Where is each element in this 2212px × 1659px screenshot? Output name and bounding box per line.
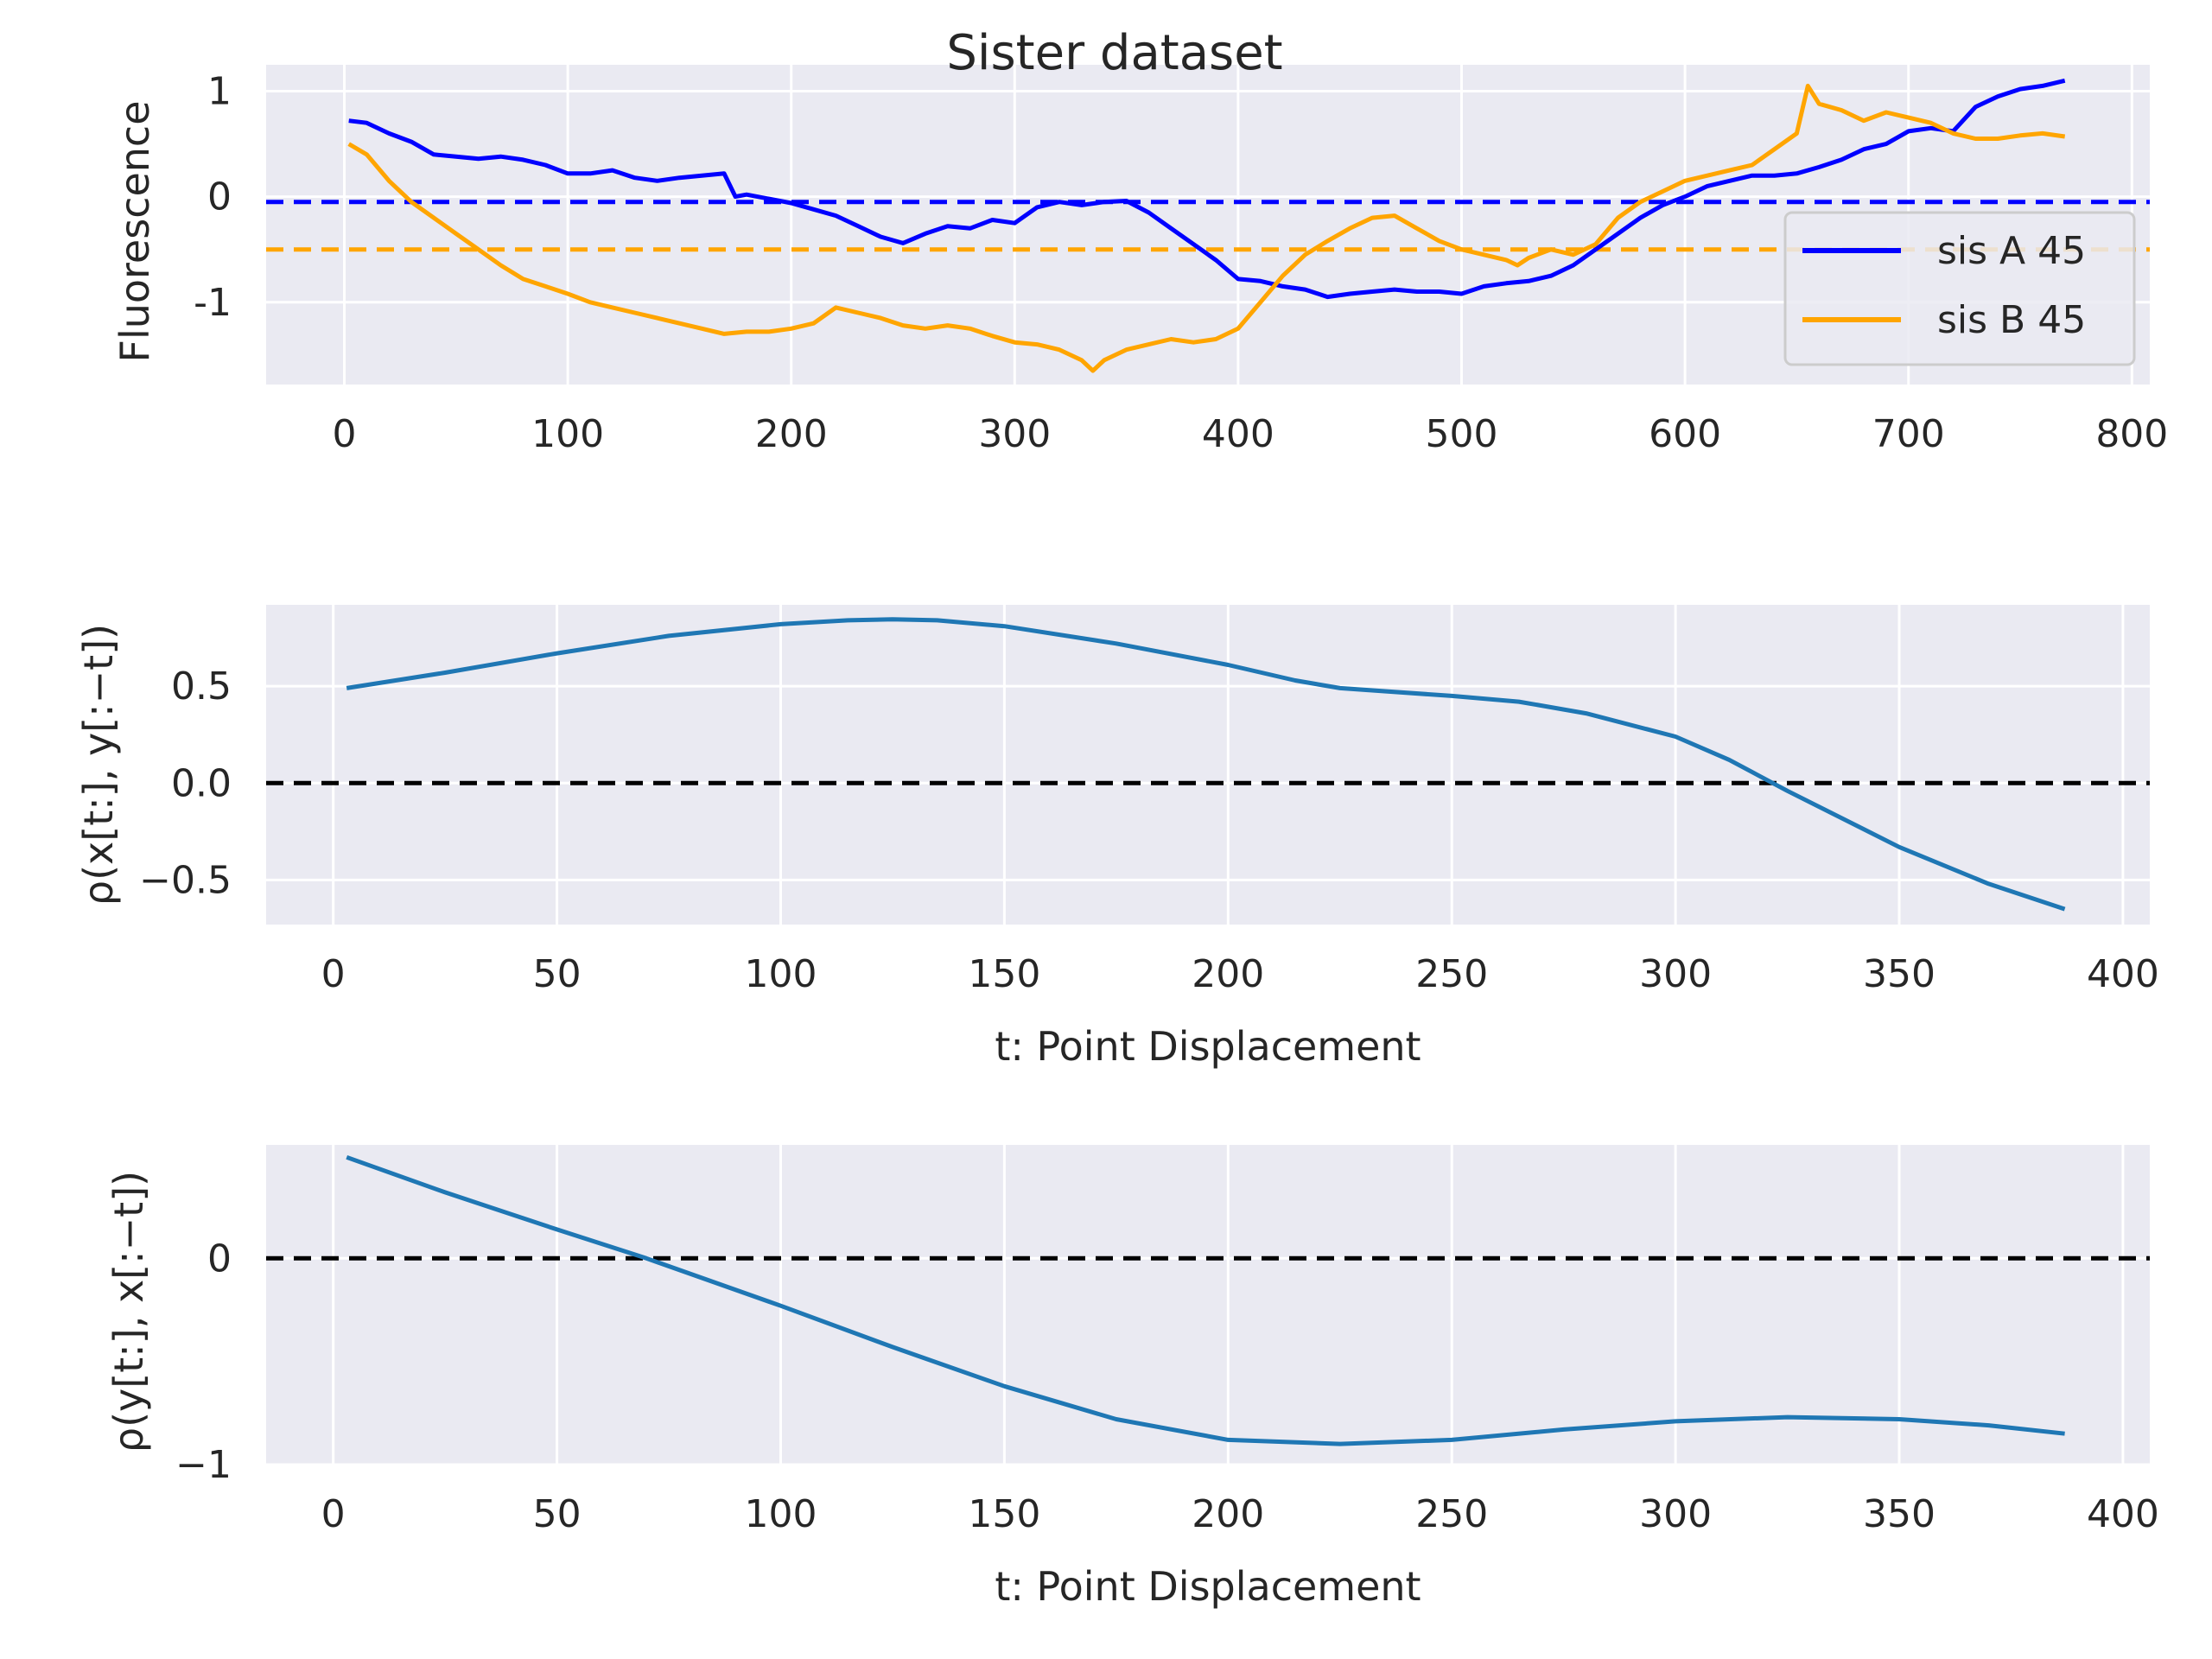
fluorescence-y-axis-label: Fluorescence [111, 100, 158, 362]
x-tick-label: 0 [321, 952, 346, 996]
x-tick-label: 100 [531, 412, 604, 456]
yx-x-axis-label: t: Point Displacement [995, 1563, 1421, 1610]
x-tick-label: 250 [1415, 952, 1488, 996]
x-tick-label: 50 [533, 952, 582, 996]
x-tick-label: 400 [2087, 952, 2159, 996]
x-tick-label: 300 [978, 412, 1051, 456]
y-tick-label: −1 [175, 1443, 232, 1487]
series-line [346, 1154, 2065, 1446]
x-tick-label: 300 [1639, 1492, 1712, 1536]
y-tick-label: -1 [194, 281, 232, 325]
x-tick-label: 150 [968, 1492, 1040, 1536]
x-tick-label: 350 [1863, 1492, 1936, 1536]
x-tick-label: 0 [321, 1492, 346, 1536]
legend: sis A 45 sis B 45 [1783, 211, 2136, 366]
y-tick-label: 1 [207, 70, 232, 114]
x-tick-label: 100 [744, 1492, 817, 1536]
x-tick-label: 200 [1192, 1492, 1264, 1536]
x-tick-label: 300 [1639, 952, 1712, 996]
x-tick-label: 400 [1202, 412, 1274, 456]
x-tick-label: 100 [744, 952, 817, 996]
x-tick-label: 600 [1649, 412, 1721, 456]
yx-ticks: 0 50 100 150 200 250 300 350 400 0 −1 [175, 1236, 2159, 1536]
xy-ticks: 0 50 100 150 200 250 300 350 400 0.5 0.0 −0.5 [139, 664, 2159, 996]
series-line [346, 617, 2066, 912]
y-tick-label: 0.5 [171, 664, 232, 709]
x-tick-label: 400 [2087, 1492, 2159, 1536]
cross-correlation-xy-panel: 0 50 100 150 200 250 300 350 400 0.5 0.0 −0.5 t: Po… [75, 605, 2159, 1070]
y-tick-label: 0.0 [171, 761, 232, 805]
x-tick-label: 500 [1426, 412, 1498, 456]
chart-title: Sister dataset [946, 25, 1282, 81]
cross-correlation-yx-panel: 0 50 100 150 200 250 300 350 400 0 −1 t: Point Dis… [105, 1145, 2159, 1610]
x-tick-label: 50 [533, 1492, 582, 1536]
x-tick-label: 350 [1863, 952, 1936, 996]
fluorescence-panel: 0 100 200 300 400 500 600 700 800 1 0 -1 Sister dat… [111, 25, 2168, 456]
y-tick-label: 0 [207, 175, 232, 219]
xy-series [266, 617, 2150, 912]
y-tick-label: 0 [207, 1236, 232, 1281]
x-tick-label: 150 [968, 952, 1040, 996]
x-tick-label: 200 [1192, 952, 1264, 996]
x-tick-label: 0 [333, 412, 357, 456]
x-tick-label: 700 [1872, 412, 1945, 456]
xy-plot-area [266, 605, 2150, 925]
yx-plot-area [266, 1145, 2150, 1465]
legend-label-sis-a: sis A 45 [1937, 229, 2086, 273]
series-line [348, 78, 2066, 300]
legend-label-sis-b: sis B 45 [1937, 298, 2086, 342]
yx-y-axis-label: ρ(y[t:], x[:−t]) [105, 1171, 152, 1452]
x-tick-label: 250 [1415, 1492, 1488, 1536]
yx-series [266, 1154, 2150, 1446]
y-tick-label: −0.5 [139, 858, 232, 902]
fluorescence-series [266, 78, 2150, 373]
x-tick-label: 200 [755, 412, 828, 456]
fluorescence-ticks: 0 100 200 300 400 500 600 700 800 1 0 -1 [194, 70, 2168, 456]
x-tick-label: 800 [2095, 412, 2168, 456]
xy-x-axis-label: t: Point Displacement [995, 1023, 1421, 1070]
xy-y-axis-label: ρ(x[t:], y[:−t]) [75, 624, 122, 906]
series-line [347, 83, 2066, 373]
